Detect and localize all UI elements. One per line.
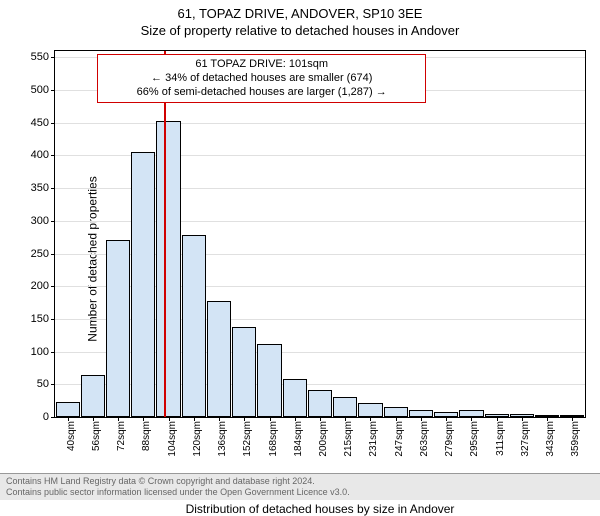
x-tick-mark bbox=[244, 417, 245, 421]
x-tick-label: 263sqm bbox=[419, 417, 430, 457]
y-tick-mark bbox=[51, 221, 55, 222]
plot-inner: 05010015020025030035040045050055040sqm56… bbox=[54, 50, 586, 418]
x-tick-label: 343sqm bbox=[545, 417, 556, 457]
x-tick-label: 56sqm bbox=[91, 417, 102, 451]
x-tick-mark bbox=[497, 417, 498, 421]
x-tick-label: 247sqm bbox=[394, 417, 405, 457]
x-tick-mark bbox=[421, 417, 422, 421]
y-tick-mark bbox=[51, 188, 55, 189]
x-tick-mark bbox=[219, 417, 220, 421]
y-tick-mark bbox=[51, 352, 55, 353]
histogram-bar bbox=[308, 390, 332, 417]
y-tick-mark bbox=[51, 123, 55, 124]
histogram-bar bbox=[257, 344, 281, 417]
x-tick-label: 72sqm bbox=[116, 417, 127, 451]
x-tick-mark bbox=[446, 417, 447, 421]
histogram-bar bbox=[182, 235, 206, 417]
histogram-bar bbox=[232, 327, 256, 417]
x-tick-mark bbox=[295, 417, 296, 421]
marker-box-line-1: 61 TOPAZ DRIVE: 101sqm bbox=[104, 57, 419, 71]
x-tick-label: 359sqm bbox=[570, 417, 581, 457]
marker-box-line-2: ← 34% of detached houses are smaller (67… bbox=[104, 71, 419, 85]
x-axis-label: Distribution of detached houses by size … bbox=[54, 502, 586, 516]
histogram-bar bbox=[283, 379, 307, 417]
footer-attribution: Contains HM Land Registry data © Crown c… bbox=[0, 473, 600, 500]
gridline bbox=[55, 123, 585, 124]
x-tick-mark bbox=[93, 417, 94, 421]
histogram-bar bbox=[384, 407, 408, 417]
chart-title: 61, TOPAZ DRIVE, ANDOVER, SP10 3EE bbox=[0, 6, 600, 23]
histogram-bar bbox=[131, 152, 155, 417]
x-tick-mark bbox=[345, 417, 346, 421]
x-tick-mark bbox=[572, 417, 573, 421]
histogram-bar bbox=[207, 301, 231, 417]
x-tick-mark bbox=[270, 417, 271, 421]
y-tick-mark bbox=[51, 286, 55, 287]
x-tick-mark bbox=[169, 417, 170, 421]
histogram-bar bbox=[156, 121, 180, 417]
histogram-bar bbox=[409, 410, 433, 417]
y-tick-mark bbox=[51, 384, 55, 385]
x-tick-mark bbox=[118, 417, 119, 421]
footer-line-2: Contains public sector information licen… bbox=[6, 487, 594, 498]
x-tick-label: 231sqm bbox=[368, 417, 379, 457]
x-tick-label: 200sqm bbox=[318, 417, 329, 457]
y-tick-mark bbox=[51, 155, 55, 156]
x-tick-mark bbox=[370, 417, 371, 421]
x-tick-mark bbox=[320, 417, 321, 421]
x-tick-label: 104sqm bbox=[167, 417, 178, 457]
x-tick-mark bbox=[547, 417, 548, 421]
x-tick-label: 168sqm bbox=[268, 417, 279, 457]
y-tick-mark bbox=[51, 254, 55, 255]
x-tick-mark bbox=[194, 417, 195, 421]
histogram-bar bbox=[81, 375, 105, 418]
marker-info-box: 61 TOPAZ DRIVE: 101sqm← 34% of detached … bbox=[97, 54, 426, 103]
x-tick-mark bbox=[396, 417, 397, 421]
x-tick-label: 120sqm bbox=[192, 417, 203, 457]
marker-line bbox=[164, 51, 166, 417]
histogram-bar bbox=[333, 397, 357, 417]
chart-container: 61, TOPAZ DRIVE, ANDOVER, SP10 3EE Size … bbox=[0, 0, 600, 500]
x-tick-label: 136sqm bbox=[217, 417, 228, 457]
y-tick-mark bbox=[51, 319, 55, 320]
x-tick-label: 184sqm bbox=[293, 417, 304, 457]
title-block: 61, TOPAZ DRIVE, ANDOVER, SP10 3EE Size … bbox=[0, 0, 600, 40]
y-tick-mark bbox=[51, 90, 55, 91]
x-tick-label: 327sqm bbox=[520, 417, 531, 457]
footer-line-1: Contains HM Land Registry data © Crown c… bbox=[6, 476, 594, 487]
marker-box-line-3: 66% of semi-detached houses are larger (… bbox=[104, 85, 419, 99]
x-tick-label: 40sqm bbox=[66, 417, 77, 451]
plot-area: Number of detached properties 0501001502… bbox=[54, 46, 586, 472]
x-tick-label: 295sqm bbox=[469, 417, 480, 457]
histogram-bar bbox=[56, 402, 80, 417]
x-tick-mark bbox=[68, 417, 69, 421]
chart-subtitle: Size of property relative to detached ho… bbox=[0, 23, 600, 40]
x-tick-label: 279sqm bbox=[444, 417, 455, 457]
histogram-bar bbox=[358, 403, 382, 417]
x-tick-label: 311sqm bbox=[495, 417, 506, 456]
x-tick-label: 215sqm bbox=[343, 417, 354, 457]
x-tick-mark bbox=[522, 417, 523, 421]
x-tick-label: 88sqm bbox=[141, 417, 152, 451]
x-tick-label: 152sqm bbox=[242, 417, 253, 457]
y-tick-mark bbox=[51, 417, 55, 418]
x-tick-mark bbox=[471, 417, 472, 421]
histogram-bar bbox=[106, 240, 130, 417]
x-tick-mark bbox=[143, 417, 144, 421]
y-tick-mark bbox=[51, 57, 55, 58]
